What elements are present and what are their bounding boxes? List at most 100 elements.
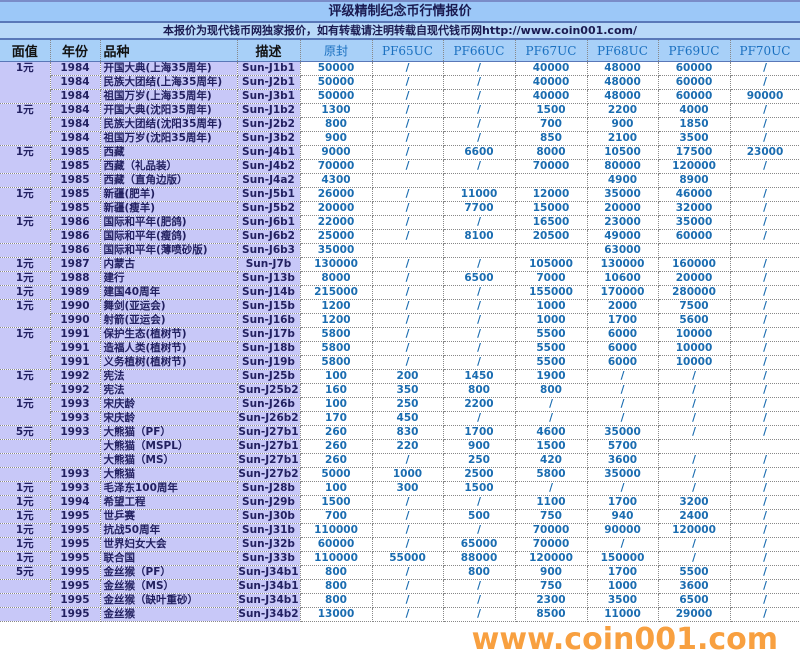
cell-pf69uc: 160000 (658, 257, 731, 272)
cell-description: Sun-J3b1 (237, 89, 301, 104)
cell-pf66uc: 1700 (443, 425, 516, 440)
cell-pf66uc: / (443, 117, 516, 132)
cell-year (50, 453, 101, 468)
cell-pf68uc: 130000 (587, 257, 659, 272)
cell-pf67uc: 850 (515, 131, 588, 146)
table-row: 1991 造福人类(植树节) Sun-J18b 5800//5500 6000 10000… (0, 341, 800, 356)
cell-description: Sun-J26b (237, 397, 301, 412)
cell-face-value (0, 313, 51, 328)
cell-pf65uc: / (372, 593, 444, 608)
cell-pf65uc: / (372, 257, 444, 272)
cell-face-value: 1元 (0, 327, 51, 342)
cell-pf66uc: / (443, 257, 516, 272)
cell-description: Sun-J32b (237, 537, 301, 552)
cell-year: 1993 (50, 481, 101, 496)
cell-face-value (0, 411, 51, 426)
table-row: 1元 1984 开国大典(上海35周年) Sun-J1b1 50000//40000 48… (0, 61, 800, 76)
table-row: 1元 1988 建行 Sun-J13b 8000/6500 7000 10600 20000/ (0, 271, 800, 286)
cell-pf67uc: 8500 (515, 607, 588, 622)
cell-description: Sun-J6b1 (237, 215, 301, 230)
cell-description: Sun-J34b2 (237, 607, 301, 622)
table-row: 1元 1993 毛泽东100周年 Sun-J28b 100 300 1500// / / (0, 481, 800, 496)
cell-variety: 大熊猫（MS） (100, 453, 238, 468)
cell-description: Sun-J4b1 (237, 145, 301, 160)
table-row: 大熊猫（MSPL） Sun-J27b1 260 220 900 1500 5700 (0, 439, 800, 454)
table-row: 1元 1995 抗战50周年 Sun-J31b 110000//70000 90000 12… (0, 523, 800, 538)
table-row: 1993 宋庆龄 Sun-J26b2 170 450// / / / (0, 411, 800, 426)
cell-pf70uc: / (730, 201, 800, 216)
table-row: 1985 西藏（直角边版） Sun-J4a2 4300 4900 8900 (0, 173, 800, 188)
cell-pf70uc (730, 243, 800, 258)
cell-pf69uc: 46000 (658, 187, 731, 202)
cell-pf68uc: / (587, 411, 659, 426)
cell-pf67uc: 15000 (515, 201, 588, 216)
cell-pf68uc: 35000 (587, 467, 659, 482)
table-row: 1元 1991 保护生态(植树节) Sun-J17b 5800//5500 6000 100… (0, 327, 800, 342)
table-row: 5元 1995 金丝猴（PF） Sun-J34b1 800/800 900 1700 5500… (0, 565, 800, 580)
cell-pf65uc: / (372, 145, 444, 160)
cell-pf68uc: 2200 (587, 103, 659, 118)
col-pf65uc: PF65UC (372, 40, 444, 62)
cell-pf67uc: 40000 (515, 89, 588, 104)
cell-pf70uc: / (730, 481, 800, 496)
cell-pf68uc: 90000 (587, 523, 659, 538)
cell-pf69uc: / (658, 425, 731, 440)
cell-original: 22000 (300, 215, 373, 230)
cell-pf68uc: 11000 (587, 607, 659, 622)
cell-year: 1995 (50, 537, 101, 552)
cell-face-value (0, 201, 51, 216)
cell-pf68uc: 1700 (587, 565, 659, 580)
cell-original: 260 (300, 425, 373, 440)
col-year: 年份 (50, 40, 101, 62)
cell-pf67uc: 70000 (515, 537, 588, 552)
cell-variety: 宋庆龄 (100, 397, 238, 412)
cell-year: 1989 (50, 285, 101, 300)
cell-pf69uc: 7500 (658, 299, 731, 314)
cell-description: Sun-J27b1 (237, 453, 301, 468)
cell-year: 1986 (50, 243, 101, 258)
cell-pf67uc: 5500 (515, 355, 588, 370)
cell-variety: 射箭(亚运会) (100, 313, 238, 328)
cell-year: 1992 (50, 369, 101, 384)
cell-pf65uc: / (372, 61, 444, 76)
cell-pf68uc: / (587, 481, 659, 496)
cell-pf66uc: 65000 (443, 537, 516, 552)
cell-pf66uc: / (443, 593, 516, 608)
cell-face-value: 1元 (0, 397, 51, 412)
cell-pf68uc: 23000 (587, 215, 659, 230)
table-row: 1元 1985 新疆(肥羊) Sun-J5b1 26000/11000 12000 3500… (0, 187, 800, 202)
cell-pf67uc: 1100 (515, 495, 588, 510)
cell-pf67uc: 750 (515, 579, 588, 594)
cell-variety: 民族大团结(沈阳35周年) (100, 117, 238, 132)
cell-face-value: 1元 (0, 103, 51, 118)
cell-description: Sun-J4a2 (237, 173, 301, 188)
cell-pf67uc: 5800 (515, 467, 588, 482)
cell-pf66uc: 500 (443, 509, 516, 524)
cell-original: 130000 (300, 257, 373, 272)
cell-year: 1991 (50, 327, 101, 342)
cell-pf70uc: / (730, 313, 800, 328)
cell-year: 1985 (50, 187, 101, 202)
cell-pf68uc: 3500 (587, 593, 659, 608)
cell-variety: 大熊猫 (100, 467, 238, 482)
cell-year: 1995 (50, 579, 101, 594)
cell-description: Sun-J18b (237, 341, 301, 356)
table-row: 1995 金丝猴（MS） Sun-J34b1 800//750 1000 3600/ (0, 579, 800, 594)
cell-variety: 开国大典(上海35周年) (100, 61, 238, 76)
cell-face-value: 1元 (0, 551, 51, 566)
cell-description: Sun-J14b (237, 285, 301, 300)
cell-pf68uc: / (587, 369, 659, 384)
cell-face-value: 1元 (0, 495, 51, 510)
cell-pf65uc: / (372, 117, 444, 132)
cell-original: 215000 (300, 285, 373, 300)
cell-pf70uc: / (730, 453, 800, 468)
cell-pf65uc: 450 (372, 411, 444, 426)
cell-pf69uc: / (658, 397, 731, 412)
cell-variety: 民族大团结(上海35周年) (100, 75, 238, 90)
cell-pf68uc: 48000 (587, 61, 659, 76)
cell-year: 1985 (50, 201, 101, 216)
cell-pf70uc: / (730, 593, 800, 608)
cell-pf66uc: / (443, 103, 516, 118)
cell-pf67uc: 4600 (515, 425, 588, 440)
cell-pf69uc (658, 243, 731, 258)
